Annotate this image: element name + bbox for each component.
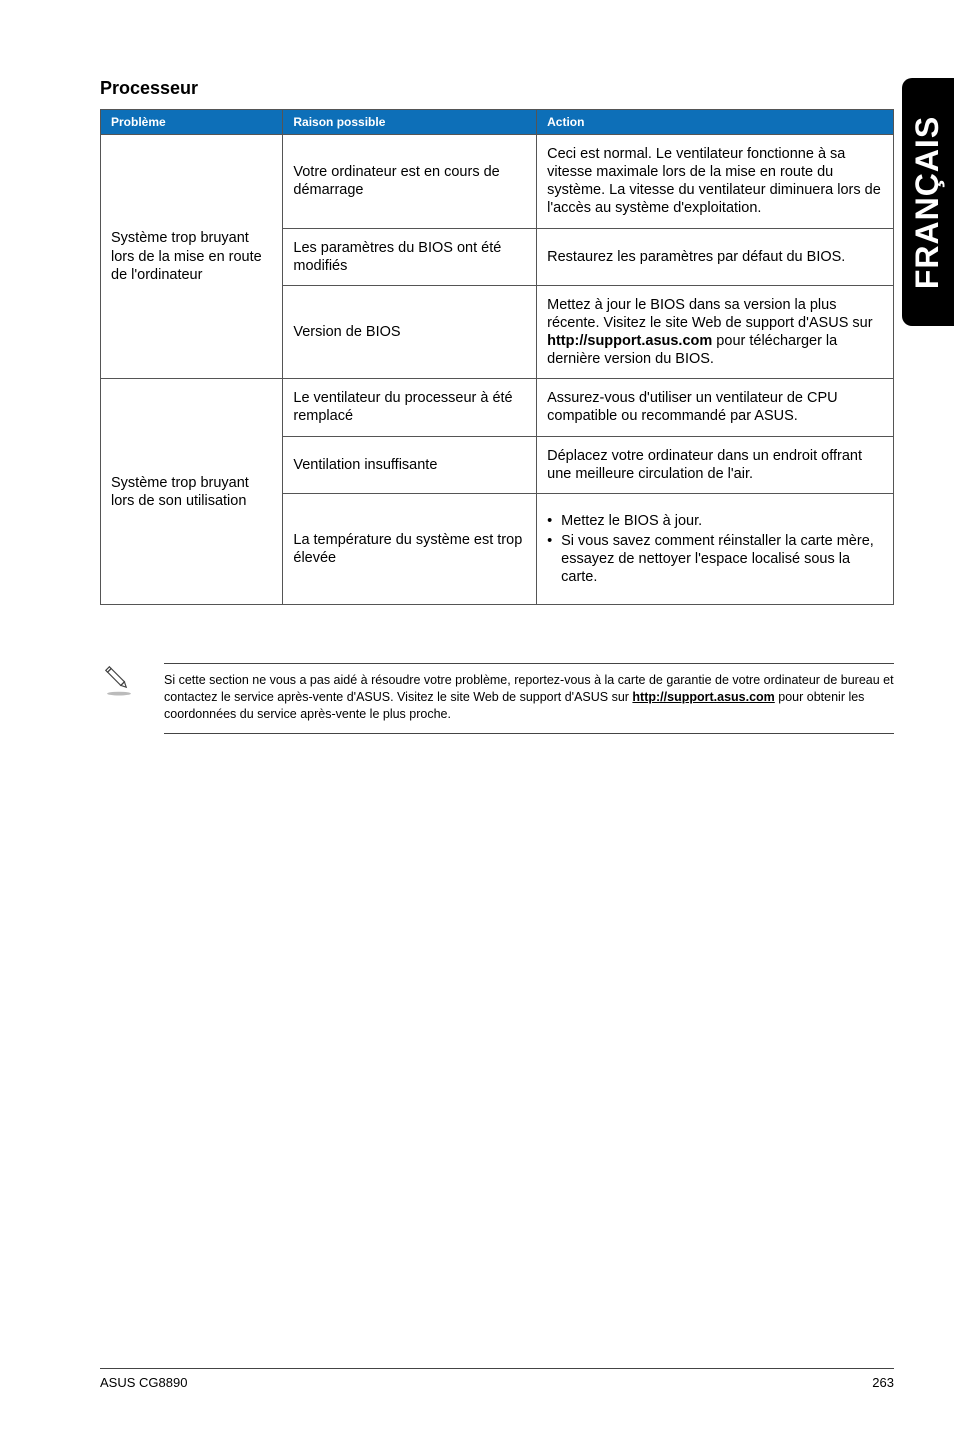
problem-cell: Système trop bruyant lors de la mise en … — [101, 135, 283, 379]
table-row: Système trop bruyant lors de son utilisa… — [101, 379, 894, 436]
reason-cell: Les paramètres du BIOS ont été modifiés — [283, 228, 537, 285]
action-cell: Ceci est normal. Le ventilateur fonction… — [537, 135, 894, 229]
action-cell: Restaurez les paramètres par défaut du B… — [537, 228, 894, 285]
action-bullet: Si vous savez comment réinstaller la car… — [547, 532, 883, 586]
note-text: Si cette section ne vous a pas aidé à ré… — [164, 663, 894, 734]
action-cell: Déplacez votre ordinateur dans un endroi… — [537, 436, 894, 493]
page-footer: ASUS CG8890 263 — [100, 1368, 894, 1390]
footer-page-number: 263 — [872, 1375, 894, 1390]
troubleshoot-table: Problème Raison possible Action Système … — [100, 109, 894, 605]
action-cell: Mettez à jour le BIOS dans sa version la… — [537, 285, 894, 379]
action-bullet-list: Mettez le BIOS à jour. Si vous savez com… — [547, 512, 883, 587]
note-block: Si cette section ne vous a pas aidé à ré… — [100, 663, 894, 734]
language-side-tab: FRANÇAIS — [902, 78, 954, 326]
action-cell: Mettez le BIOS à jour. Si vous savez com… — [537, 493, 894, 605]
table-row: Système trop bruyant lors de la mise en … — [101, 135, 894, 229]
action-bullet: Mettez le BIOS à jour. — [547, 512, 883, 530]
reason-cell: Version de BIOS — [283, 285, 537, 379]
pencil-icon — [102, 663, 136, 702]
note-link: http://support.asus.com — [632, 690, 774, 704]
section-title: Processeur — [100, 78, 894, 99]
reason-cell: Le ventilateur du processeur à été rempl… — [283, 379, 537, 436]
action-cell: Assurez-vous d'utiliser un ventilateur d… — [537, 379, 894, 436]
action-text-pre: Mettez à jour le BIOS dans sa version la… — [547, 297, 872, 331]
reason-cell: La température du système est trop élevé… — [283, 493, 537, 605]
col-header-reason: Raison possible — [283, 110, 537, 135]
action-text-bold: http://support.asus.com — [547, 333, 712, 349]
col-header-problem: Problème — [101, 110, 283, 135]
reason-cell: Votre ordinateur est en cours de démarra… — [283, 135, 537, 229]
footer-product: ASUS CG8890 — [100, 1375, 187, 1390]
col-header-action: Action — [537, 110, 894, 135]
page-content: Processeur Problème Raison possible Acti… — [0, 0, 954, 734]
reason-cell: Ventilation insuffisante — [283, 436, 537, 493]
problem-cell: Système trop bruyant lors de son utilisa… — [101, 379, 283, 605]
language-side-tab-label: FRANÇAIS — [910, 115, 947, 288]
